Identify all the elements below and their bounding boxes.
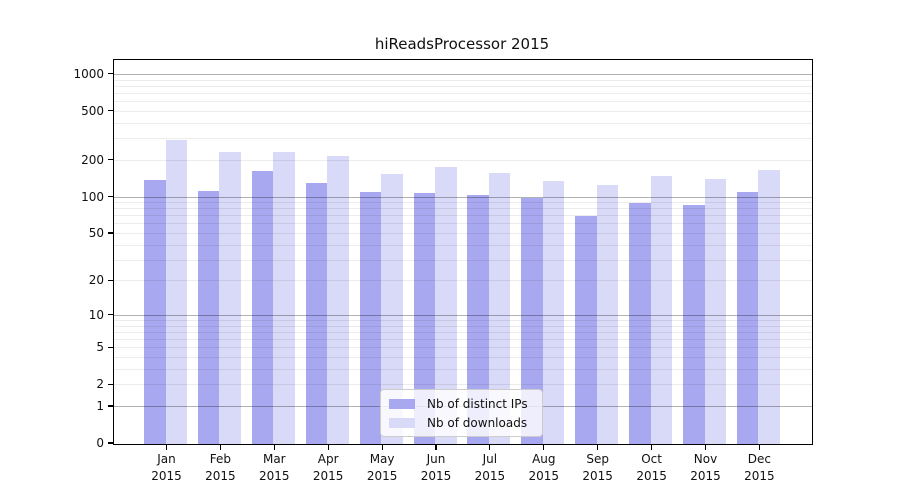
x-tick-mark-feb	[219, 444, 221, 450]
bar-aug-ips	[521, 198, 543, 444]
x-tick-label-jul: Jul 2015	[474, 452, 506, 483]
legend-label-ips: Nb of distinct IPs	[427, 396, 528, 411]
y-tick-label-500: 500	[81, 103, 104, 118]
bar-feb-ips	[197, 191, 220, 444]
legend-swatch-downloads	[389, 417, 415, 428]
x-tick-label-aug: Aug 2015	[528, 452, 560, 483]
bar-apr-downloads	[327, 156, 349, 444]
bar-mar-downloads	[273, 151, 295, 444]
y-tick-mark-2	[108, 383, 113, 385]
x-tick-mark-jun	[435, 444, 437, 450]
x-tick-label-dec: Dec 2015	[744, 452, 775, 483]
x-tick-mark-oct	[651, 444, 653, 450]
bars-layer	[114, 60, 812, 444]
plot-area	[113, 59, 813, 445]
y-tick-label-20: 20	[88, 273, 104, 288]
y-tick-mark-1	[108, 405, 113, 407]
y-tick-mark-5	[108, 346, 113, 348]
legend-row-ips: Nb of distinct IPs	[387, 397, 536, 411]
y-tick-mark-20	[108, 279, 113, 281]
bar-dec-ips	[736, 191, 759, 444]
bar-jun-ips	[413, 193, 435, 444]
legend-label-downloads: Nb of downloads	[427, 415, 528, 430]
y-tick-label-0: 0	[96, 436, 104, 450]
legend: Nb of distinct IPs Nb of downloads	[380, 389, 543, 437]
y-tick-mark-0	[108, 442, 113, 444]
bar-jan-ips	[144, 180, 166, 444]
x-tick-mark-mar	[273, 444, 275, 450]
bar-sep-ips	[575, 216, 597, 444]
y-tick-label-100: 100	[81, 189, 104, 204]
x-tick-mark-aug	[543, 444, 545, 450]
y-tick-label-2: 2	[96, 377, 104, 392]
bar-jan-downloads	[165, 139, 187, 444]
bar-aug-downloads	[542, 180, 565, 444]
bar-sep-downloads	[596, 184, 619, 444]
bar-oct-ips	[629, 202, 651, 444]
chart-title: hiReadsProcessor 2015	[374, 35, 550, 53]
x-tick-mark-dec	[758, 444, 760, 450]
bar-may-downloads	[381, 173, 403, 444]
x-tick-label-may: May 2015	[366, 452, 398, 483]
x-tick-mark-jul	[489, 444, 491, 450]
y-tick-label-50: 50	[88, 226, 104, 240]
bar-oct-downloads	[650, 175, 673, 444]
y-tick-label-5: 5	[96, 340, 104, 355]
y-tick-mark-200	[108, 159, 113, 161]
bar-nov-ips	[683, 205, 705, 444]
x-tick-label-mar: Mar 2015	[259, 452, 290, 483]
bar-jul-ips	[467, 195, 489, 444]
x-tick-mark-nov	[704, 444, 707, 450]
y-tick-mark-100	[108, 195, 113, 198]
y-tick-label-1: 1	[96, 399, 104, 413]
x-tick-label-nov: Nov 2015	[690, 452, 721, 483]
x-tick-label-oct: Oct 2015	[636, 452, 667, 483]
bar-may-ips	[359, 192, 382, 444]
bar-mar-ips	[251, 170, 274, 444]
bar-jun-downloads	[435, 166, 457, 444]
x-tick-mark-jan	[165, 444, 168, 450]
x-tick-label-jan: Jan 2015	[151, 452, 182, 483]
bar-nov-downloads	[704, 178, 726, 444]
y-tick-label-10: 10	[88, 307, 104, 322]
y-tick-label-1000: 1000	[73, 66, 104, 81]
legend-row-downloads: Nb of downloads	[387, 416, 536, 430]
x-tick-mark-apr	[327, 444, 329, 450]
bar-dec-downloads	[758, 170, 780, 444]
bar-feb-downloads	[219, 151, 241, 444]
y-tick-mark-500	[108, 110, 113, 112]
bar-apr-ips	[305, 182, 328, 444]
x-tick-mark-may	[381, 444, 383, 450]
y-tick-mark-1000	[108, 73, 113, 75]
x-tick-label-feb: Feb 2015	[205, 452, 236, 483]
x-tick-label-sep: Sep 2015	[582, 452, 613, 483]
x-tick-label-apr: Apr 2015	[312, 452, 344, 483]
legend-swatch-ips	[389, 398, 415, 409]
x-tick-label-jun: Jun 2015	[420, 452, 452, 483]
y-tick-label-200: 200	[81, 152, 104, 167]
y-tick-mark-50	[108, 232, 113, 234]
y-tick-mark-10	[108, 314, 113, 316]
x-tick-mark-sep	[597, 444, 599, 450]
bar-jul-downloads	[488, 172, 511, 444]
